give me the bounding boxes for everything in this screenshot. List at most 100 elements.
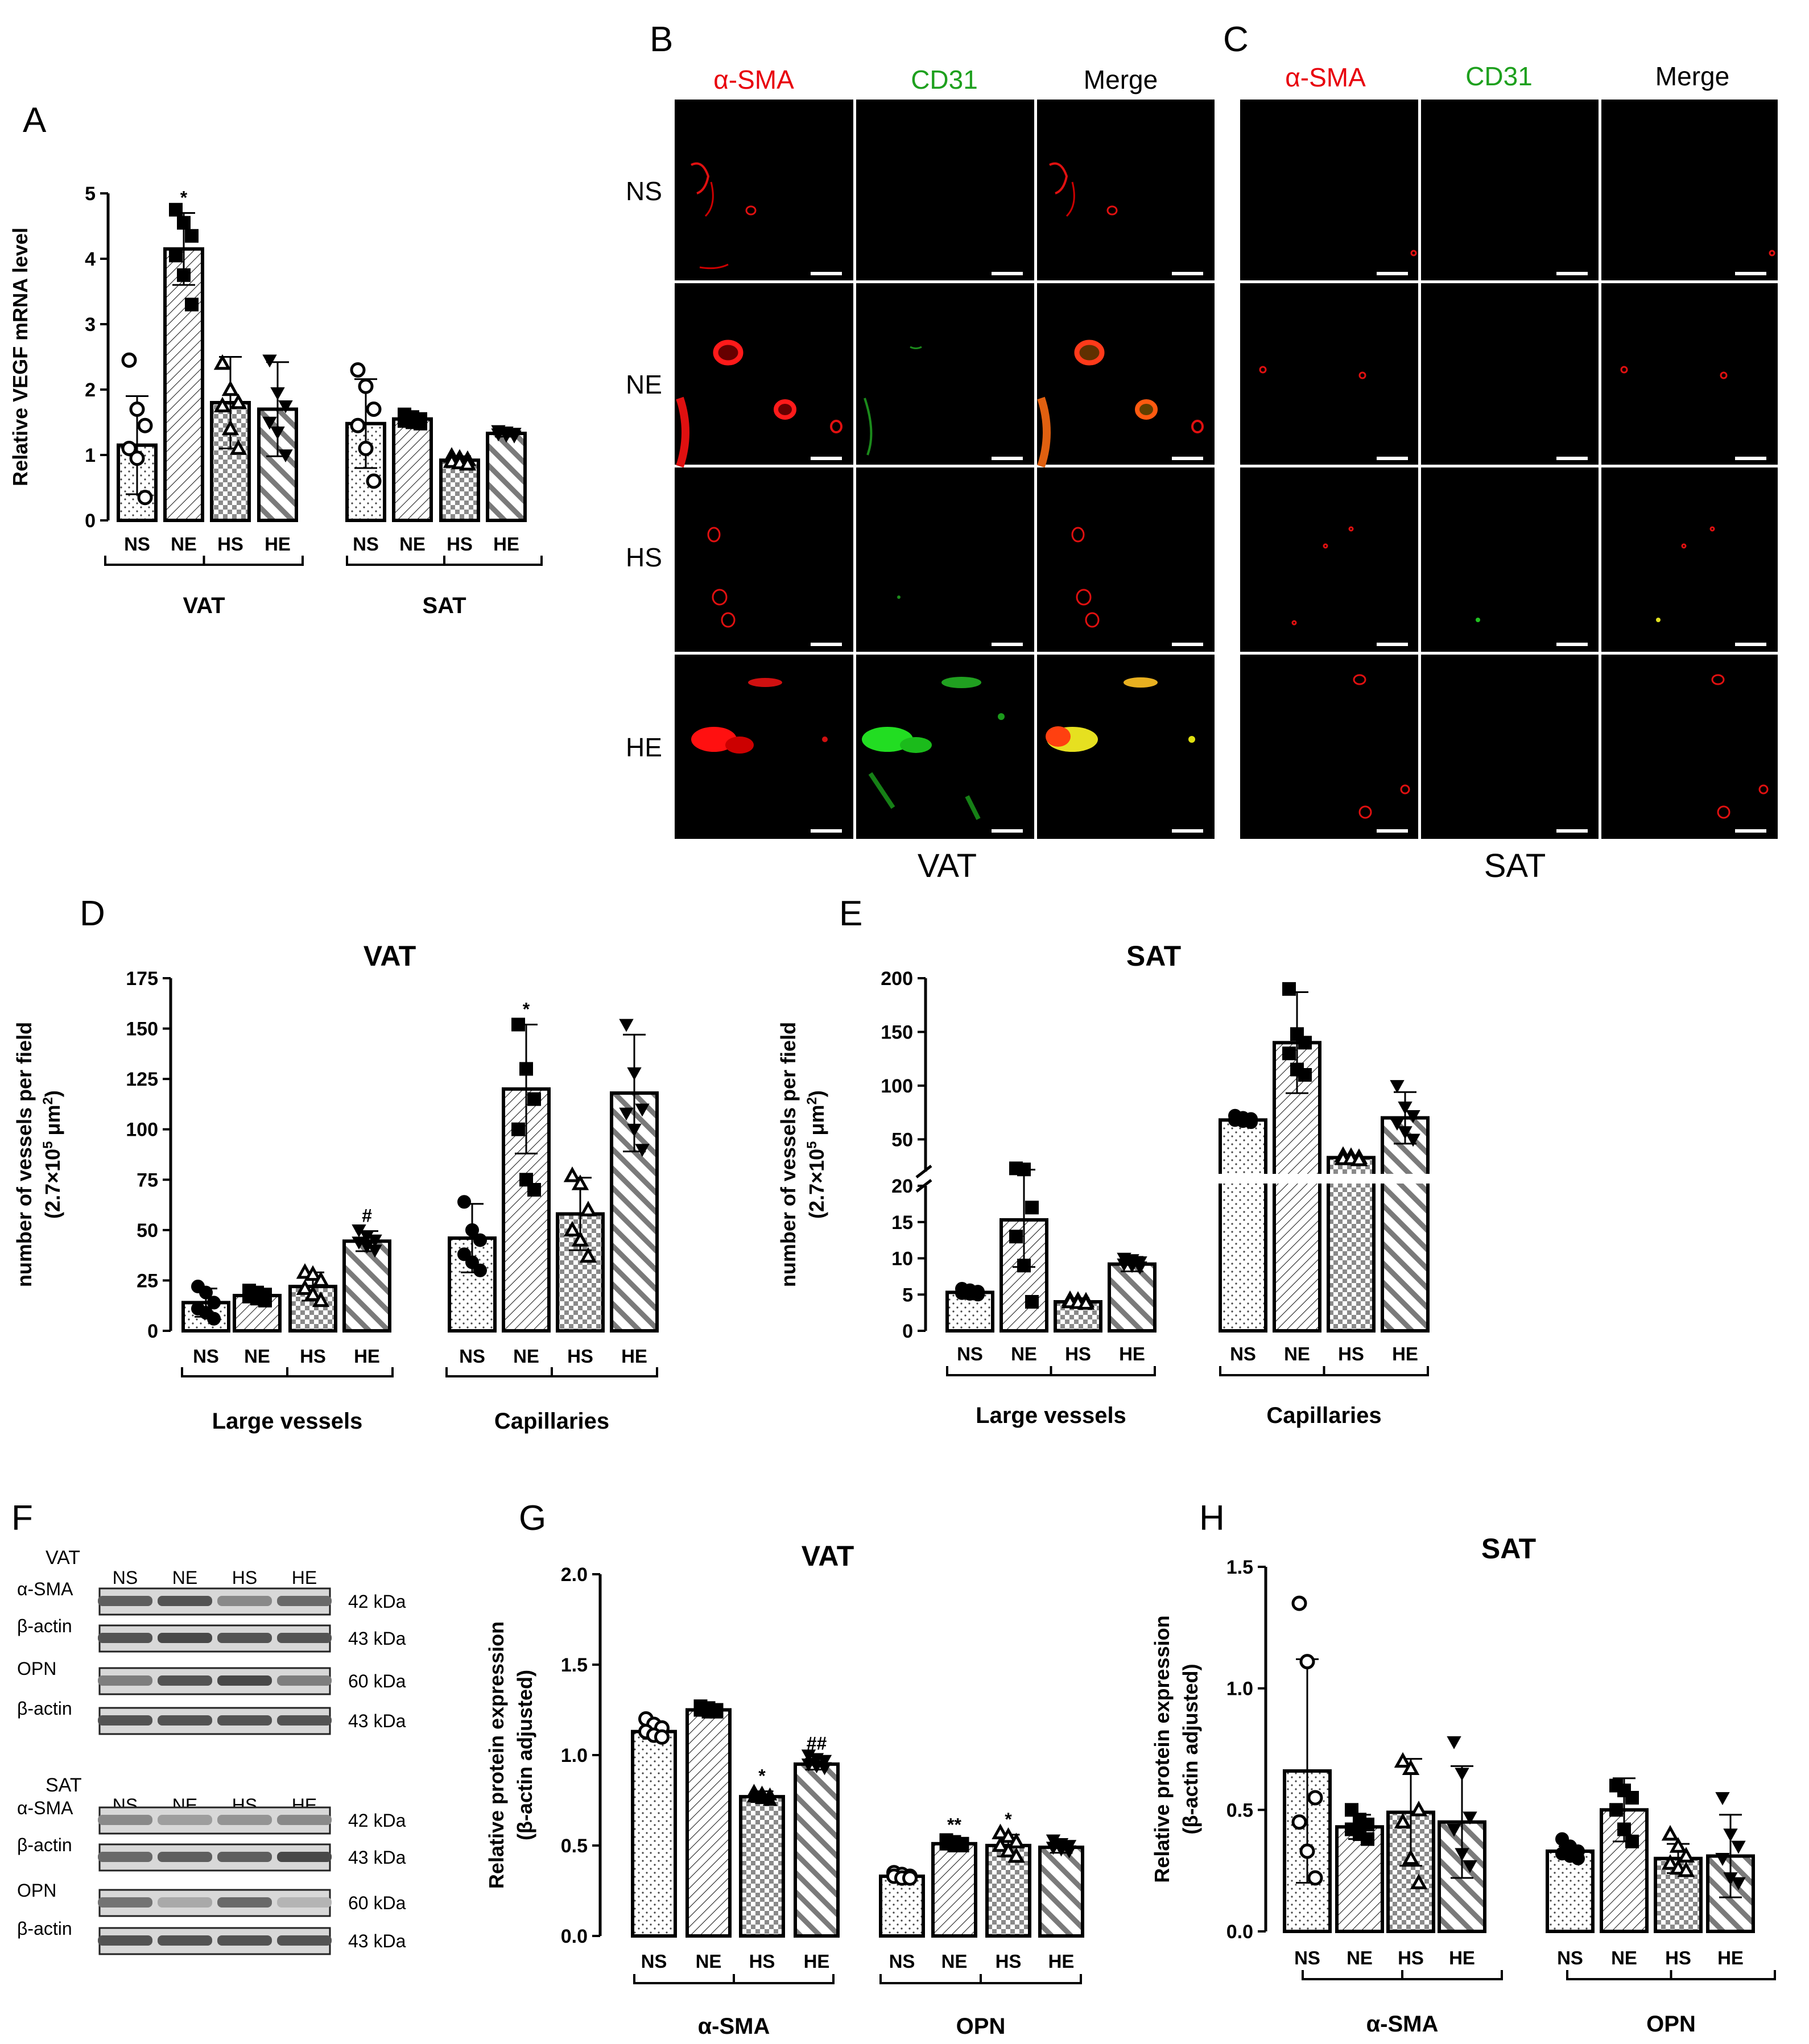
data-point (511, 1017, 525, 1032)
blot-band (98, 1633, 152, 1643)
data-point (1307, 1790, 1323, 1806)
data-point (971, 1288, 985, 1302)
data-point (1406, 1133, 1420, 1147)
row-label-ne: NE (626, 370, 662, 399)
bar (163, 247, 204, 522)
data-point (1609, 1803, 1623, 1817)
group-label: Large vessels (212, 1409, 363, 1434)
chart-h: 0.0 0.5 1.0 1.5 SAT Relative protein expressi… (1150, 1533, 1776, 2037)
data-point (519, 1173, 533, 1187)
data-point (312, 1291, 330, 1308)
bar (794, 1762, 840, 1938)
data-point (1282, 1046, 1296, 1061)
microscopy-vat: α-SMA CD31 Merge NS NE HS HE VAT (626, 65, 1215, 884)
x-tick-label: HE (1392, 1343, 1418, 1364)
axis-break-mark (915, 1165, 932, 1193)
data-point (1661, 1824, 1679, 1841)
data-point (1394, 1752, 1412, 1768)
axis-break-gap (1380, 1174, 1430, 1184)
data-point (229, 439, 247, 455)
data-point (1244, 1115, 1258, 1129)
data-point (121, 441, 137, 456)
data-point (563, 1166, 581, 1182)
image-grid-sat (1240, 100, 1778, 839)
x-tick-label: HE (493, 533, 519, 555)
panel-letter-d: D (80, 894, 105, 933)
axis-break-gap (1218, 1174, 1268, 1184)
col-label-asma-sat: α-SMA (1285, 63, 1366, 92)
data-point (1625, 1834, 1639, 1848)
data-point (367, 1244, 382, 1258)
western-kda-label: 43 kDa (348, 1628, 406, 1649)
data-point (1571, 1851, 1585, 1865)
group-label: OPN (956, 2014, 1006, 2039)
data-point (350, 417, 366, 433)
data-point (1723, 1828, 1738, 1842)
data-point (177, 268, 191, 282)
y-tick-label: 2 (85, 379, 96, 401)
x-tick-label: HS (996, 1951, 1022, 1972)
x-tick-label: NS (1294, 1947, 1320, 1968)
y-axis-label-2: (β-actin adjusted) (1179, 1664, 1202, 1835)
x-tick-label: NS (1557, 1947, 1583, 1968)
blot-band (217, 1815, 272, 1825)
bar (1546, 1849, 1595, 1933)
y-tick-label: 15 (891, 1212, 913, 1234)
data-point (635, 1144, 650, 1157)
x-tick-label: HE (621, 1346, 647, 1367)
bar (486, 432, 527, 522)
y-tick-label: 25 (137, 1270, 158, 1292)
blot-band (158, 1935, 212, 1946)
data-point (366, 402, 382, 417)
bar (1335, 1825, 1384, 1933)
axis-break-gap (1272, 1174, 1322, 1184)
x-tick-label: NE (399, 533, 426, 555)
panel-letter-e: E (839, 894, 862, 933)
y-tick-label: 0 (85, 510, 96, 532)
data-point (1291, 1814, 1307, 1830)
panel-letter-b: B (650, 20, 673, 59)
data-point (579, 1201, 597, 1217)
axis-break-gap (1326, 1174, 1376, 1184)
group-label: Capillaries (1266, 1403, 1381, 1428)
data-point (213, 354, 232, 370)
blot-band (98, 1852, 152, 1862)
y-axis-label-2: (2.7×105 μm2) (804, 1090, 829, 1219)
significance-label: ** (947, 1814, 961, 1835)
western-row-label: α-SMA (17, 1798, 73, 1818)
data-point (358, 378, 374, 394)
data-point (1410, 1801, 1428, 1817)
x-tick-label: HE (1119, 1343, 1145, 1364)
data-point (1007, 1847, 1025, 1863)
western-kda-label: 60 kDa (348, 1671, 406, 1691)
col-label-merge: Merge (1084, 65, 1158, 94)
western-section-label: VAT (46, 1547, 80, 1569)
data-point (1017, 1162, 1031, 1177)
y-tick-label: 1.5 (1226, 1557, 1253, 1578)
col-label-cd31-sat: CD31 (1465, 61, 1533, 91)
data-point (1017, 1259, 1031, 1273)
data-point (1282, 982, 1296, 996)
bar (931, 1842, 977, 1938)
x-tick-label: HE (265, 533, 291, 555)
data-point (992, 1836, 1009, 1852)
y-tick-label: 200 (881, 968, 913, 990)
x-tick-label: NE (1011, 1343, 1037, 1364)
western-row-label: β-actin (17, 1918, 72, 1939)
y-tick-label: 150 (881, 1021, 913, 1043)
group-label: OPN (1646, 2012, 1696, 2037)
x-tick-label: NE (1347, 1947, 1373, 1968)
blot-band (98, 1897, 152, 1908)
panel-letter-f: F (11, 1499, 33, 1538)
chart-a: 0 1 2 3 4 5 Relative VEGF mRNA level NS * NE HS HE N… (9, 183, 543, 618)
data-point (519, 1062, 533, 1076)
data-point (185, 229, 199, 243)
bar (392, 417, 433, 522)
y-axis-label-2: (2.7×105 μm2) (40, 1090, 65, 1219)
x-tick-label: HS (749, 1951, 775, 1972)
data-point (1617, 1822, 1631, 1836)
significance-label: * (1005, 1809, 1012, 1830)
data-point (571, 1231, 589, 1247)
data-point (262, 416, 277, 430)
